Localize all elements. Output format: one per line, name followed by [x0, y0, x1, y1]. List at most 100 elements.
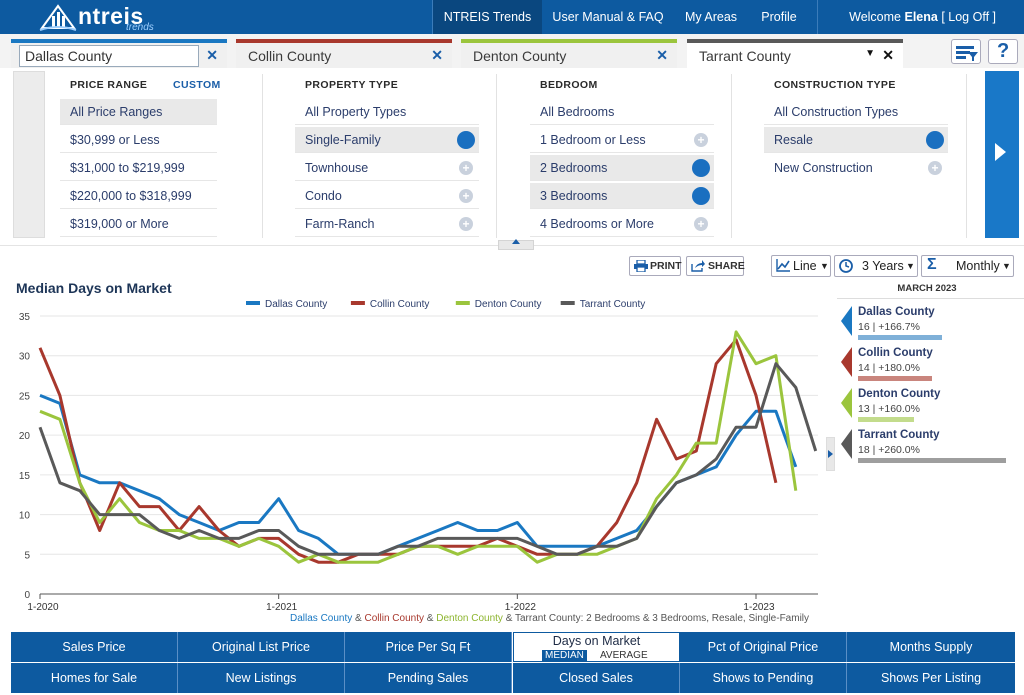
footnote-dallas: Dallas County [290, 613, 353, 624]
construction-option-all[interactable]: All Construction Types [764, 99, 948, 125]
caret-down-icon[interactable]: ▼ [865, 48, 875, 59]
sigma-icon: Σ [927, 256, 937, 273]
filter-next-panel[interactable] [985, 71, 1019, 238]
county-tab-denton[interactable]: Denton County ✕ [461, 39, 677, 68]
legend-swatch [455, 301, 470, 305]
nav-user-manual[interactable]: User Manual & FAQ [552, 10, 664, 24]
print-label: PRINT [650, 260, 682, 272]
summary-item[interactable]: Denton County 13 | +160.0% [837, 388, 1024, 428]
bedroom-option-all[interactable]: All Bedrooms [530, 99, 714, 125]
metric-homes-for-sale[interactable]: Homes for Sale [11, 663, 178, 693]
summary-item[interactable]: Tarrant County 18 | +260.0% [837, 429, 1024, 469]
construction-option-resale[interactable]: Resale [764, 127, 948, 153]
legend-label: Dallas County [265, 299, 327, 310]
county-search-input[interactable] [19, 45, 199, 67]
collapse-filters-toggle[interactable] [498, 239, 534, 250]
logoff-link[interactable]: [ Log Off ] [941, 10, 996, 24]
selected-dot-icon[interactable] [926, 131, 944, 149]
selected-dot-icon[interactable] [457, 131, 475, 149]
footnote-amp: & [426, 613, 434, 624]
summary-item[interactable]: Dallas County 16 | +166.7% [837, 306, 1024, 346]
property-option-label: Farm-Ranch [305, 217, 375, 231]
share-button[interactable]: SHARE [686, 256, 745, 276]
selected-dot-icon[interactable] [692, 159, 710, 177]
close-icon[interactable]: ✕ [431, 47, 443, 63]
nav-profile[interactable]: Profile [761, 10, 797, 24]
help-icon: ? [997, 40, 1010, 62]
ntreis-logo[interactable]: ntreis trends [38, 2, 158, 33]
print-button[interactable]: PRINT [629, 256, 682, 276]
bedroom-option-4[interactable]: 4 Bedrooms or More + [530, 211, 714, 237]
metric-price-per-sqft[interactable]: Price Per Sq Ft [345, 632, 512, 662]
interval-label: Monthly [956, 259, 1000, 273]
metric-shows-to-pending[interactable]: Shows to Pending [680, 663, 847, 693]
plus-icon[interactable]: + [694, 217, 708, 231]
plus-icon[interactable]: + [694, 133, 708, 147]
close-icon[interactable]: ✕ [882, 47, 894, 63]
price-option[interactable]: $31,000 to $219,999 [60, 155, 217, 181]
help-button[interactable]: ? [988, 39, 1018, 64]
metric-months-supply[interactable]: Months Supply [847, 632, 1015, 662]
plus-icon[interactable]: + [459, 189, 473, 203]
metric-new-listings[interactable]: New Listings [178, 663, 345, 693]
county-tab-tarrant[interactable]: Tarrant County ▼ ✕ [687, 39, 903, 68]
clock-icon [839, 259, 853, 273]
metric-sales-price[interactable]: Sales Price [11, 632, 178, 662]
property-option-single-family[interactable]: Single-Family [295, 127, 479, 153]
filter-prev-panel[interactable] [13, 71, 45, 238]
filter-toggle-button[interactable] [951, 39, 981, 64]
summary-county-name: Dallas County [858, 306, 935, 318]
metric-shows-per-listing[interactable]: Shows Per Listing [847, 663, 1015, 693]
plus-icon[interactable]: + [928, 161, 942, 175]
price-option[interactable]: $319,000 or More [60, 211, 217, 237]
selected-dot-icon[interactable] [692, 187, 710, 205]
property-option-all[interactable]: All Property Types [295, 99, 479, 125]
metric-pct-original-price[interactable]: Pct of Original Price [680, 632, 847, 662]
county-tab-label: Tarrant County [699, 48, 791, 64]
x-tick-label: 1-2023 [743, 602, 775, 612]
plus-icon[interactable]: + [459, 217, 473, 231]
summary-item[interactable]: Collin County 14 | +180.0% [837, 347, 1024, 387]
caret-right-icon [828, 450, 833, 458]
county-tab-dallas[interactable]: ✕ [11, 39, 227, 68]
bedroom-option-3[interactable]: 3 Bedrooms [530, 183, 714, 209]
metric-closed-sales[interactable]: Closed Sales [513, 663, 680, 693]
price-option[interactable]: $220,000 to $318,999 [60, 183, 217, 209]
chevron-right-icon [995, 143, 1006, 161]
share-icon [691, 260, 705, 272]
close-icon[interactable]: ✕ [656, 47, 668, 63]
period-select[interactable]: 3 Years ▼ [834, 255, 918, 277]
property-option-condo[interactable]: Condo + [295, 183, 479, 209]
side-panel-toggle[interactable] [826, 437, 835, 471]
plus-icon[interactable]: + [459, 161, 473, 175]
property-option-townhouse[interactable]: Townhouse + [295, 155, 479, 181]
brand-sub: trends [126, 22, 154, 33]
marker-triangle-icon [841, 347, 852, 377]
bedroom-option-1[interactable]: 1 Bedroom or Less + [530, 127, 714, 153]
top-navbar: ntreis trends NTREIS Trends User Manual … [0, 0, 1024, 34]
chart-type-select[interactable]: Line ▼ [771, 255, 831, 277]
price-option[interactable]: $30,999 or Less [60, 127, 217, 153]
county-tab-collin[interactable]: Collin County ✕ [236, 39, 452, 68]
metric-days-on-market[interactable]: Days on Market MEDIAN AVERAGE [513, 632, 680, 662]
column-divider [262, 74, 263, 238]
interval-select[interactable]: Σ Monthly ▼ [921, 255, 1014, 277]
metrics-grid: Sales Price Original List Price Price Pe… [11, 632, 1015, 694]
custom-price-link[interactable]: CUSTOM [173, 79, 221, 91]
y-tick-label: 30 [19, 352, 31, 363]
construction-option-new[interactable]: New Construction + [764, 155, 948, 181]
column-divider [731, 74, 732, 238]
close-icon[interactable]: ✕ [206, 47, 218, 63]
metric-original-list-price[interactable]: Original List Price [178, 632, 345, 662]
nav-my-areas[interactable]: My Areas [684, 10, 738, 24]
median-toggle[interactable]: MEDIAN [542, 650, 587, 661]
property-option-farm-ranch[interactable]: Farm-Ranch + [295, 211, 479, 237]
price-option-all[interactable]: All Price Ranges [60, 99, 217, 125]
county-tab-label: Denton County [473, 48, 567, 64]
nav-ntreis-trends[interactable]: NTREIS Trends [433, 0, 542, 34]
average-toggle[interactable]: AVERAGE [600, 650, 648, 661]
caret-down-icon: ▼ [1002, 261, 1011, 271]
metric-pending-sales[interactable]: Pending Sales [345, 663, 512, 693]
bedroom-option-2[interactable]: 2 Bedrooms [530, 155, 714, 181]
footnote-amp: & [505, 613, 513, 624]
